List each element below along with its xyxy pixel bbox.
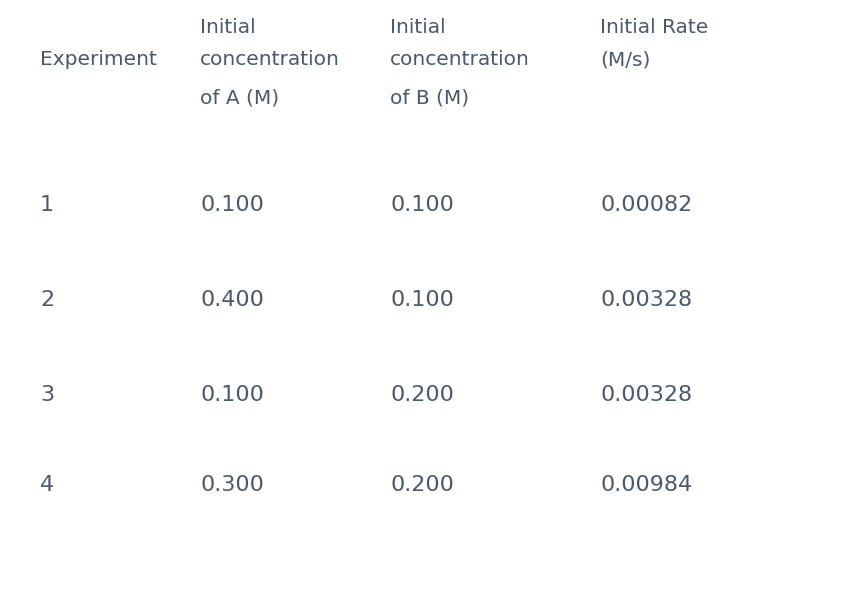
Text: Initial: Initial xyxy=(200,18,256,37)
Text: 2: 2 xyxy=(40,290,54,310)
Text: 0.00984: 0.00984 xyxy=(600,475,692,495)
Text: 0.100: 0.100 xyxy=(200,385,264,405)
Text: 0.100: 0.100 xyxy=(390,290,454,310)
Text: 3: 3 xyxy=(40,385,54,405)
Text: Initial: Initial xyxy=(390,18,445,37)
Text: 0.00082: 0.00082 xyxy=(600,195,692,215)
Text: (M/s): (M/s) xyxy=(600,50,650,69)
Text: 0.100: 0.100 xyxy=(200,195,264,215)
Text: 0.200: 0.200 xyxy=(390,385,454,405)
Text: 0.200: 0.200 xyxy=(390,475,454,495)
Text: 0.400: 0.400 xyxy=(200,290,264,310)
Text: of A (M): of A (M) xyxy=(200,88,279,107)
Text: 1: 1 xyxy=(40,195,54,215)
Text: 0.100: 0.100 xyxy=(390,195,454,215)
Text: Initial Rate: Initial Rate xyxy=(600,18,708,37)
Text: concentration: concentration xyxy=(200,50,340,69)
Text: Experiment: Experiment xyxy=(40,50,157,69)
Text: 4: 4 xyxy=(40,475,54,495)
Text: 0.00328: 0.00328 xyxy=(600,290,692,310)
Text: of B (M): of B (M) xyxy=(390,88,469,107)
Text: 0.300: 0.300 xyxy=(200,475,264,495)
Text: concentration: concentration xyxy=(390,50,530,69)
Text: 0.00328: 0.00328 xyxy=(600,385,692,405)
